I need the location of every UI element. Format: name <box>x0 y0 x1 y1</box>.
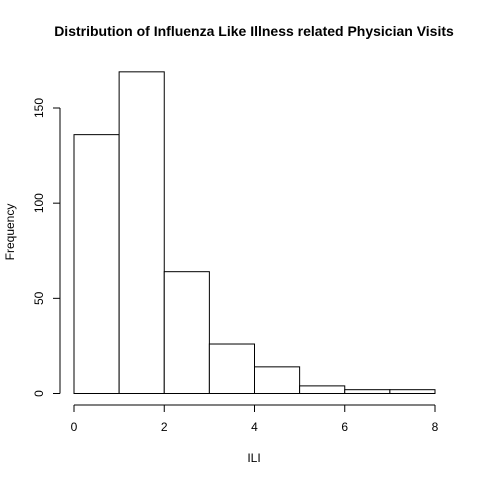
y-tick-label-2: 100 <box>32 193 46 213</box>
histogram-bar-5 <box>299 385 346 394</box>
histogram-bar-1 <box>118 71 165 394</box>
x-tick-label-3: 6 <box>341 420 348 434</box>
y-tick-label-0: 0 <box>32 390 46 397</box>
chart-title: Distribution of Influenza Like Illness r… <box>54 23 454 39</box>
y-tick-label-3: 150 <box>32 98 46 118</box>
x-tick-label-0: 0 <box>71 420 78 434</box>
y-tick-label-1: 50 <box>32 291 46 305</box>
y-axis-label: Frequency <box>3 204 17 261</box>
y-axis: 0 50 100 150 <box>32 98 61 397</box>
x-tick-label-1: 2 <box>161 420 168 434</box>
histogram-bar-2 <box>163 271 210 395</box>
histogram-bar-3 <box>208 343 255 395</box>
bars-group <box>73 71 436 395</box>
x-tick-label-4: 8 <box>432 420 439 434</box>
histogram-bar-6 <box>344 389 391 394</box>
x-axis: 0 2 4 6 8 <box>71 404 439 434</box>
x-axis-label: ILI <box>247 451 260 465</box>
histogram-bar-0 <box>73 134 120 394</box>
histogram-bar-4 <box>254 366 301 394</box>
x-tick-label-2: 4 <box>251 420 258 434</box>
histogram-bar-7 <box>389 389 436 394</box>
